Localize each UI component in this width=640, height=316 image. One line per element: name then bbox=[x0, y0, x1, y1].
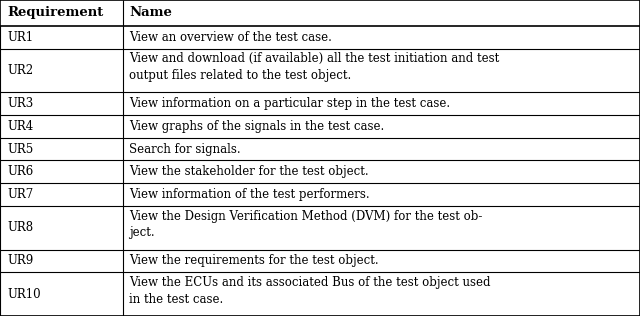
Text: View the ECUs and its associated Bus of the test object used
in the test case.: View the ECUs and its associated Bus of … bbox=[129, 276, 491, 306]
Text: UR3: UR3 bbox=[8, 97, 34, 110]
Text: UR10: UR10 bbox=[8, 288, 42, 301]
Text: Name: Name bbox=[129, 6, 172, 19]
Text: View an overview of the test case.: View an overview of the test case. bbox=[129, 31, 332, 44]
Text: UR2: UR2 bbox=[8, 64, 34, 77]
Text: UR4: UR4 bbox=[8, 120, 34, 133]
Text: View information of the test performers.: View information of the test performers. bbox=[129, 188, 370, 201]
Text: UR6: UR6 bbox=[8, 165, 34, 178]
Text: View the stakeholder for the test object.: View the stakeholder for the test object… bbox=[129, 165, 369, 178]
Text: Requirement: Requirement bbox=[8, 6, 104, 19]
Text: View and download (if available) all the test initiation and test
output files r: View and download (if available) all the… bbox=[129, 52, 500, 82]
Text: View graphs of the signals in the test case.: View graphs of the signals in the test c… bbox=[129, 120, 385, 133]
Text: View the requirements for the test object.: View the requirements for the test objec… bbox=[129, 254, 379, 267]
Text: UR8: UR8 bbox=[8, 221, 34, 234]
Text: UR5: UR5 bbox=[8, 143, 34, 155]
Text: View information on a particular step in the test case.: View information on a particular step in… bbox=[129, 97, 451, 110]
Bar bbox=[0, 0, 640, 26]
Text: UR9: UR9 bbox=[8, 254, 34, 267]
Text: UR1: UR1 bbox=[8, 31, 34, 44]
Text: View the Design Verification Method (DVM) for the test ob-
ject.: View the Design Verification Method (DVM… bbox=[129, 210, 483, 239]
Text: Search for signals.: Search for signals. bbox=[129, 143, 241, 155]
Text: UR7: UR7 bbox=[8, 188, 34, 201]
